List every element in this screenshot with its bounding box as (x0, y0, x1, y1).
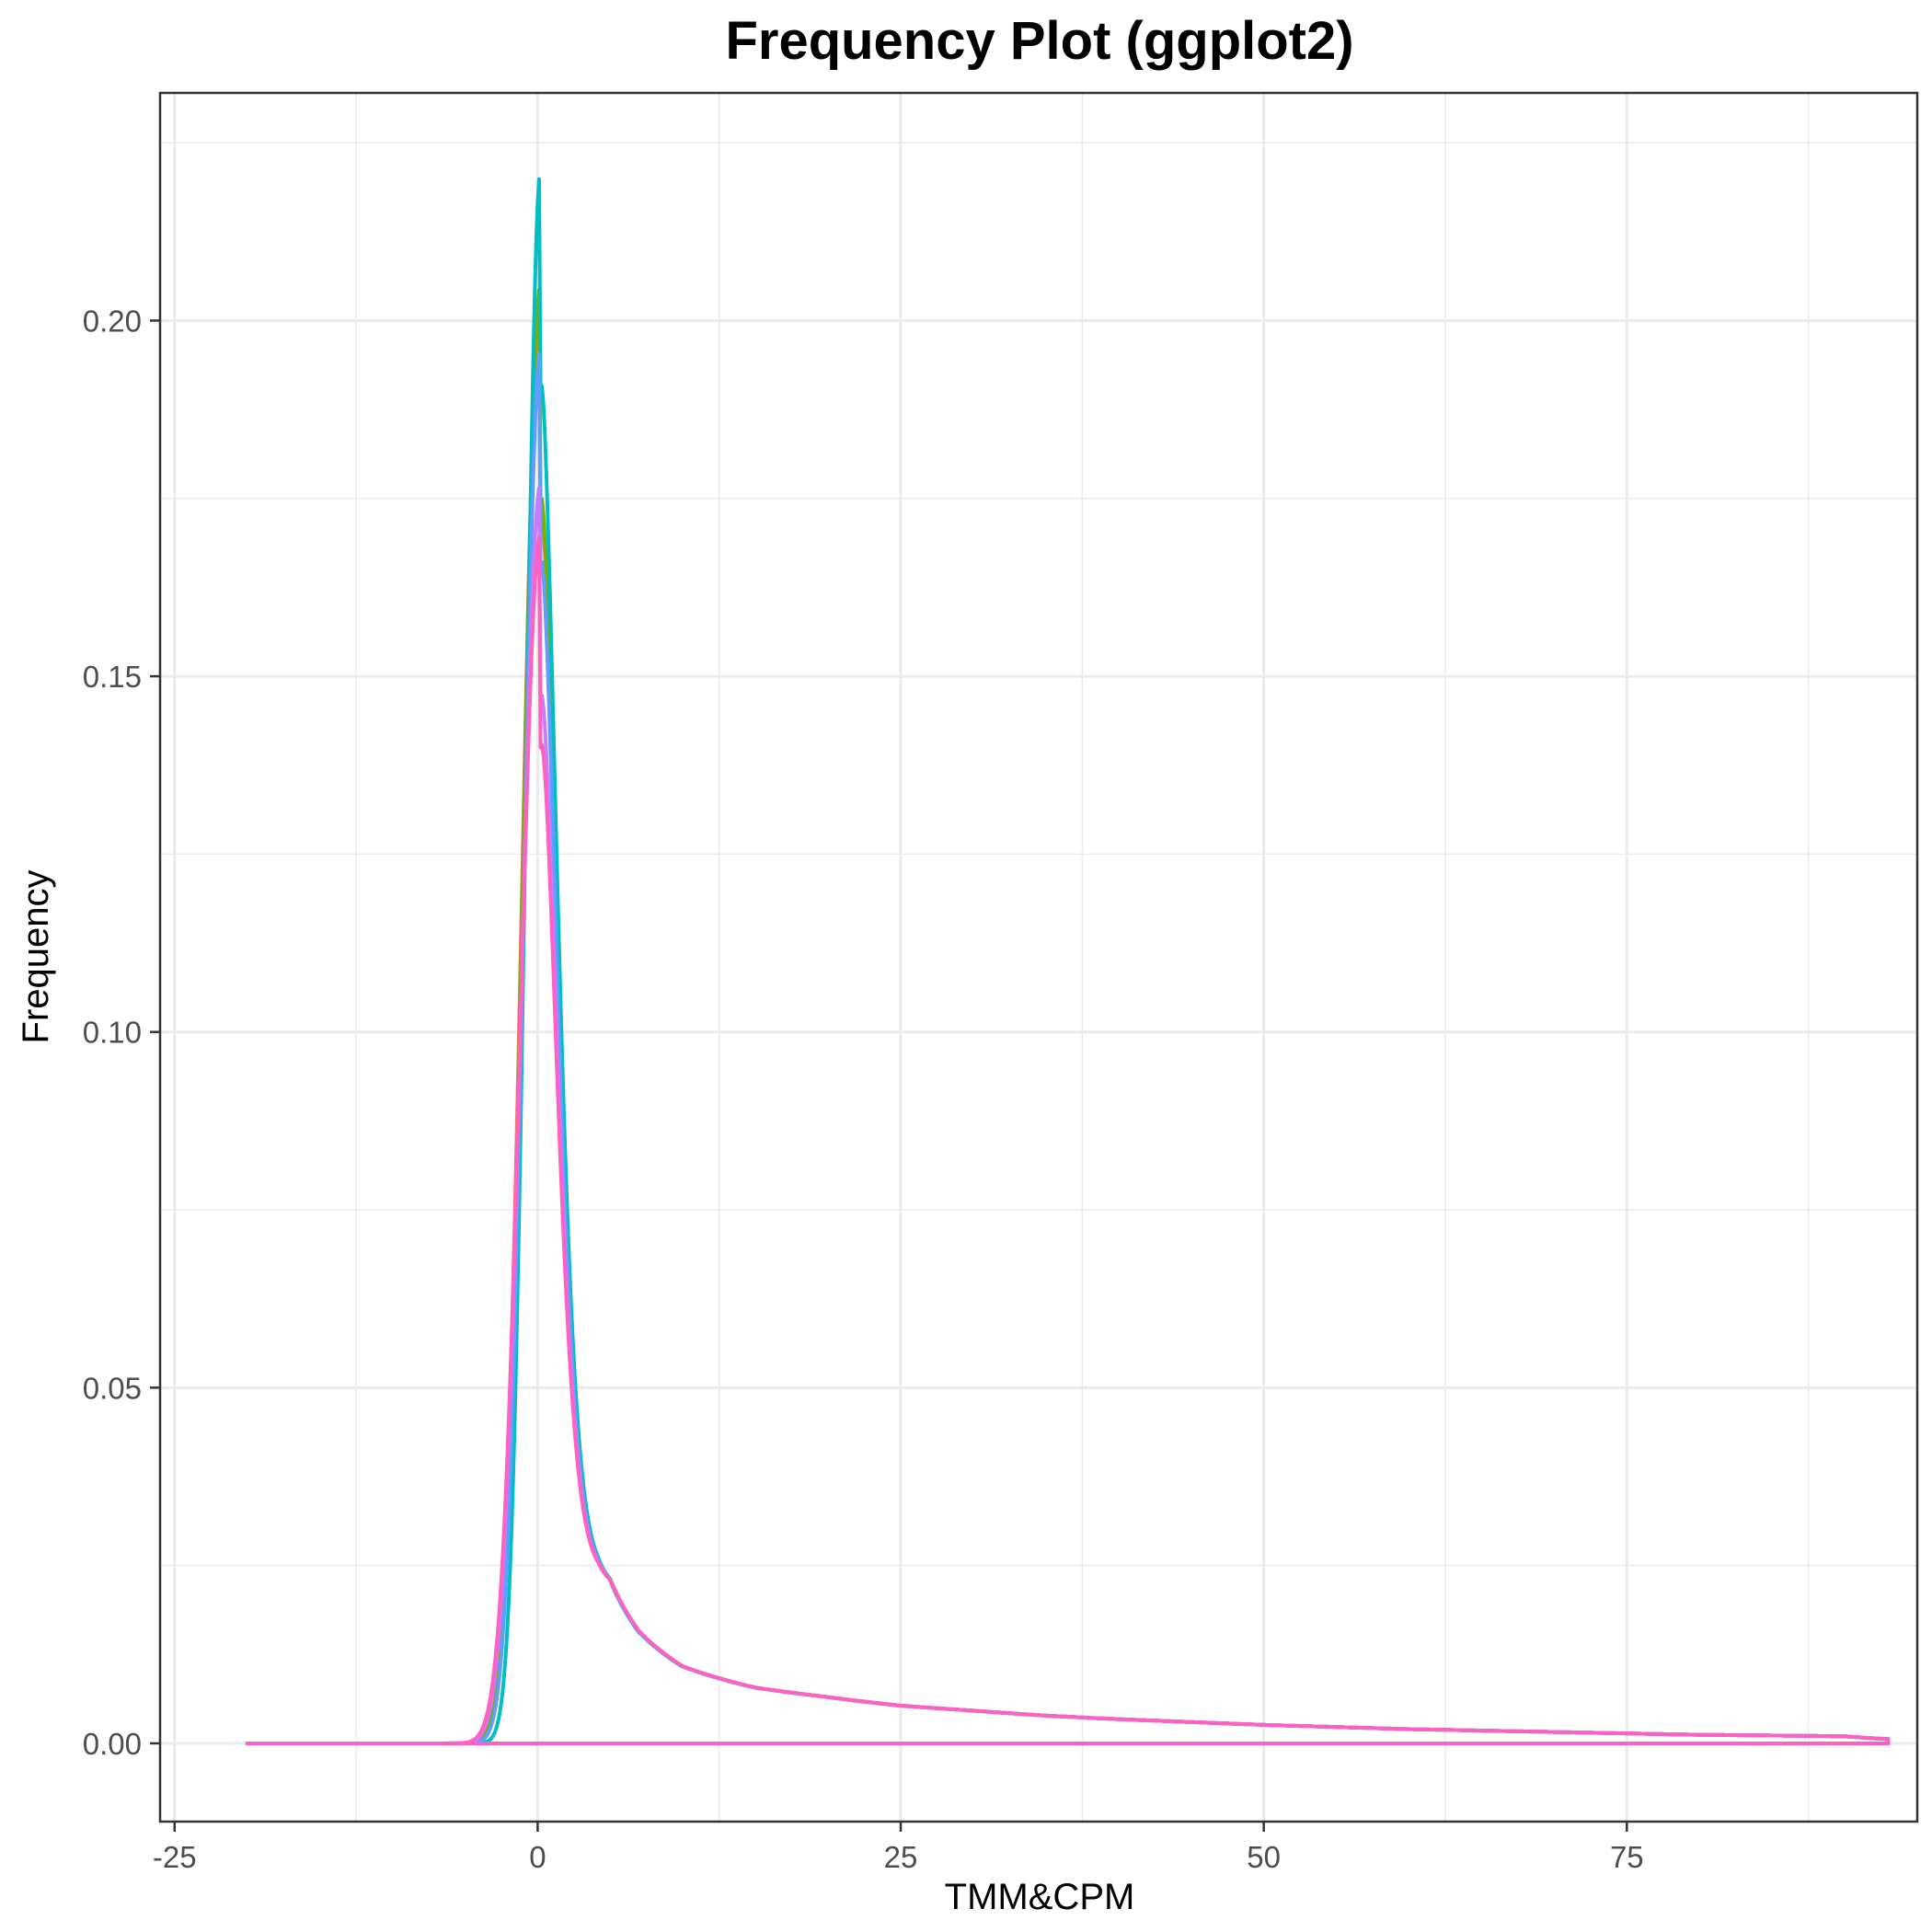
x-tick-label: 50 (1247, 1840, 1281, 1874)
axes: -25 0 25 50 75 0.00 0.05 0.10 0.15 0.20 (83, 304, 1644, 1874)
density-curves (245, 177, 1891, 1745)
x-tick-label: 75 (1610, 1840, 1644, 1874)
y-tick-label: 0.00 (83, 1727, 142, 1761)
x-tick-label: 0 (529, 1840, 546, 1874)
density-curve-6 (245, 535, 1891, 1745)
chart-title: Frequency Plot (ggplot2) (725, 11, 1353, 71)
x-axis-title: TMM&CPM (945, 1877, 1135, 1917)
y-tick-label: 0.20 (83, 304, 142, 338)
x-tick-label: -25 (153, 1840, 197, 1874)
y-tick-label: 0.05 (83, 1371, 142, 1405)
panel-border (158, 91, 1919, 1823)
y-tick-label: 0.10 (83, 1016, 142, 1050)
y-tick-label: 0.15 (83, 660, 142, 694)
y-axis-title: Frequency (16, 870, 56, 1044)
x-tick-label: 25 (884, 1840, 918, 1874)
